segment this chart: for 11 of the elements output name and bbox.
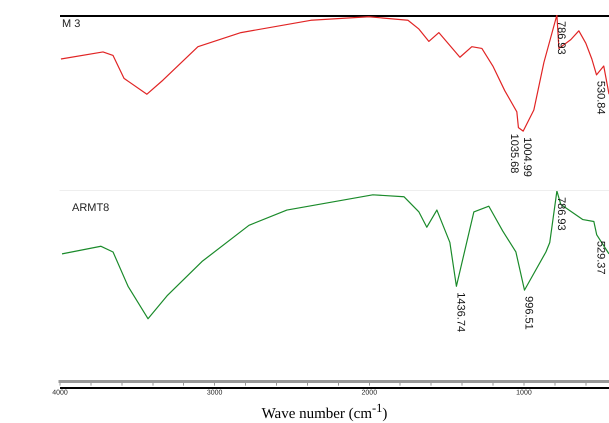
annotation: 1436.74 bbox=[454, 292, 466, 332]
annotation: 529.37 bbox=[594, 240, 607, 274]
x-axis-title: Wave number (cm$^{-1}$) bbox=[260, 401, 388, 423]
text: ARMT8 bbox=[72, 202, 110, 214]
annotation: 530.84 bbox=[594, 80, 606, 114]
annotation: 786.93 bbox=[554, 21, 567, 55]
annotation: 996.51 bbox=[522, 296, 534, 330]
annotation: 1035.68 bbox=[508, 134, 520, 174]
text: M 3 bbox=[62, 18, 80, 30]
annotation: 1004.99 bbox=[521, 137, 534, 177]
annotation: 786.93 bbox=[554, 197, 567, 231]
